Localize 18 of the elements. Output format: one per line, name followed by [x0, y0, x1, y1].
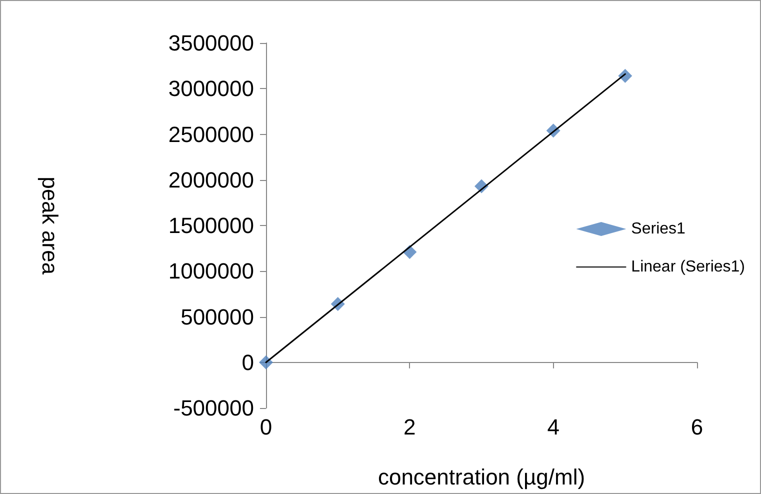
y-tick-label: 500000 — [180, 304, 254, 330]
y-tick-label: 1500000 — [168, 213, 254, 238]
y-tick-label: 3500000 — [168, 30, 254, 56]
y-axis-title: peak area — [38, 176, 62, 276]
x-tick-label: 6 — [690, 414, 704, 440]
legend-label: Linear (Series1) — [631, 258, 745, 276]
y-tick-label: 1000000 — [168, 258, 254, 284]
y-tick-label: -500000 — [173, 396, 254, 420]
point — [259, 355, 273, 370]
x-tick-label: 2 — [404, 414, 416, 440]
y-tick-label: 2500000 — [168, 122, 254, 147]
x-axis-title: concentration (µg/ml) — [378, 464, 586, 490]
y-tick-label: 3000000 — [168, 76, 254, 102]
y-tick-label: 2000000 — [168, 167, 254, 192]
y-tick-label: 0 — [242, 350, 254, 375]
x-tick-label: 4 — [547, 414, 560, 440]
x-tick-label: 0 — [260, 414, 272, 440]
legend-label: Series1 — [631, 220, 686, 238]
